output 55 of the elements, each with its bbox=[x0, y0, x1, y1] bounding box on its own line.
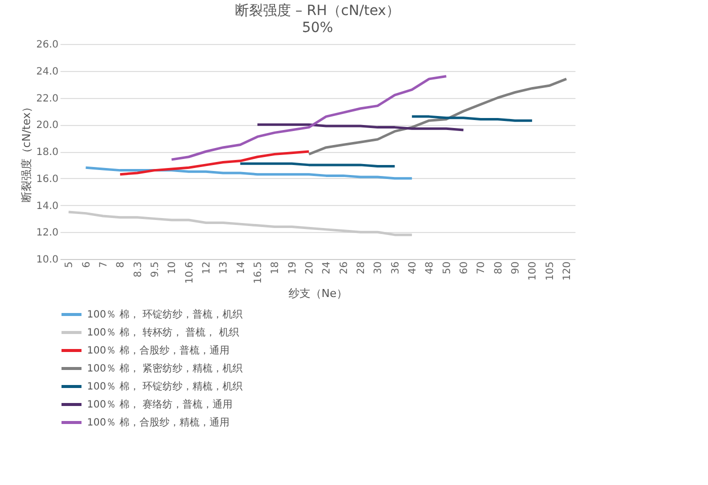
x-tick-label: 36 bbox=[390, 262, 402, 274]
y-tick-label: 20.0 bbox=[36, 120, 58, 132]
legend-label: 100％ 棉， 紧密纺纱，精梳，机织 bbox=[87, 362, 242, 374]
x-tick-label: 18 bbox=[270, 262, 282, 274]
x-tick-label: 10 bbox=[167, 262, 178, 274]
y-tick-label: 10.0 bbox=[36, 254, 58, 266]
x-tick-label: 24 bbox=[322, 262, 333, 274]
y-tick-label: 18.0 bbox=[36, 147, 58, 158]
x-tick-label: 14 bbox=[236, 262, 247, 274]
x-axis-title: 纱支（Ne） bbox=[288, 286, 348, 300]
y-axis-title: 断裂强度（cN/tex） bbox=[20, 101, 34, 203]
legend-label: 100％ 棉，合股纱，普梳，通用 bbox=[87, 344, 230, 356]
y-tick-label: 24.0 bbox=[36, 66, 58, 78]
x-tick-label: 60 bbox=[458, 262, 470, 274]
x-tick-label: 30 bbox=[373, 262, 384, 274]
legend-label: 100％ 棉， 赛络纺，普梳，通用 bbox=[87, 398, 232, 410]
chart-subtitle: 50% bbox=[302, 20, 334, 36]
x-tick-label: 16.5 bbox=[252, 262, 264, 284]
x-tick-label: 6 bbox=[81, 262, 92, 268]
line-series bbox=[67, 210, 414, 236]
x-tick-label: 8.3 bbox=[132, 262, 144, 278]
line-series bbox=[170, 75, 448, 161]
x-tick-label: 80 bbox=[493, 262, 504, 274]
x-tick-label: 100 bbox=[528, 262, 539, 281]
x-tick-label: 13 bbox=[218, 262, 230, 274]
x-tick-label: 105 bbox=[544, 262, 556, 281]
x-tick-label: 26 bbox=[338, 262, 350, 274]
x-tick-label: 28 bbox=[356, 262, 367, 274]
legend-label: 100％ 棉，合股纱，精梳，通用 bbox=[87, 416, 230, 428]
line-series bbox=[84, 166, 414, 180]
x-tick-label: 19 bbox=[287, 262, 298, 274]
x-tick-label: 12 bbox=[201, 262, 212, 274]
x-tick-label: 10.6 bbox=[184, 262, 196, 284]
x-tick-label: 120 bbox=[562, 262, 573, 281]
legend-label: 100％ 棉， 环锭纺纱，普梳，机织 bbox=[87, 308, 242, 320]
x-tick-label: 40 bbox=[407, 262, 418, 274]
y-tick-label: 26.0 bbox=[36, 40, 58, 50]
x-tick-label: 9.5 bbox=[150, 262, 161, 278]
x-tick-label: 7 bbox=[98, 262, 110, 268]
y-tick-label: 12.0 bbox=[36, 228, 58, 239]
legend-label: 100％ 棉， 环锭纺纱，精梳，机织 bbox=[87, 380, 242, 392]
y-tick-label: 22.0 bbox=[36, 93, 58, 104]
line-series bbox=[308, 78, 568, 156]
chart-title: 断裂强度 – RH（cN/tex） bbox=[234, 3, 400, 19]
x-tick-label: 5 bbox=[64, 262, 76, 268]
line-series bbox=[118, 150, 310, 176]
legend-label: 100％ 棉， 转杯纺， 普梳， 机织 bbox=[87, 326, 239, 338]
x-tick-label: 48 bbox=[424, 262, 436, 274]
y-tick-label: 16.0 bbox=[36, 174, 58, 185]
x-tick-label: 70 bbox=[476, 262, 488, 274]
x-tick-label: 8 bbox=[116, 262, 127, 268]
x-tick-label: 50 bbox=[442, 262, 453, 274]
x-tick-label: 20 bbox=[304, 262, 316, 274]
y-tick-label: 14.0 bbox=[36, 200, 58, 212]
x-tick-label: 90 bbox=[510, 262, 522, 274]
